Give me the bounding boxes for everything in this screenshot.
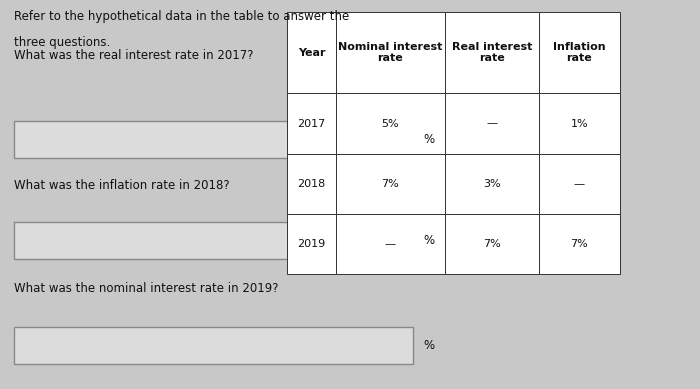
FancyBboxPatch shape <box>14 222 413 259</box>
FancyBboxPatch shape <box>336 93 444 154</box>
FancyBboxPatch shape <box>444 12 539 93</box>
Text: 1%: 1% <box>570 119 588 128</box>
FancyBboxPatch shape <box>444 154 539 214</box>
FancyBboxPatch shape <box>539 93 620 154</box>
Text: Refer to the hypothetical data in the table to answer the: Refer to the hypothetical data in the ta… <box>14 10 349 23</box>
Text: 2017: 2017 <box>298 119 326 128</box>
Text: What was the nominal interest rate in 2019?: What was the nominal interest rate in 20… <box>14 282 279 295</box>
FancyBboxPatch shape <box>287 12 336 93</box>
FancyBboxPatch shape <box>539 154 620 214</box>
Text: three questions.: three questions. <box>14 36 111 49</box>
Text: 7%: 7% <box>570 239 588 249</box>
Text: Year: Year <box>298 47 326 58</box>
Text: 7%: 7% <box>483 239 500 249</box>
FancyBboxPatch shape <box>444 214 539 274</box>
Text: 5%: 5% <box>382 119 399 128</box>
Text: 3%: 3% <box>483 179 500 189</box>
FancyBboxPatch shape <box>336 214 444 274</box>
FancyBboxPatch shape <box>287 214 336 274</box>
FancyBboxPatch shape <box>336 154 444 214</box>
Text: %: % <box>424 133 435 145</box>
Text: Real interest
rate: Real interest rate <box>452 42 532 63</box>
FancyBboxPatch shape <box>444 93 539 154</box>
Text: What was the inflation rate in 2018?: What was the inflation rate in 2018? <box>14 179 230 192</box>
FancyBboxPatch shape <box>336 12 444 93</box>
Text: %: % <box>424 234 435 247</box>
Text: Inflation
rate: Inflation rate <box>553 42 606 63</box>
FancyBboxPatch shape <box>287 93 336 154</box>
FancyBboxPatch shape <box>14 121 413 158</box>
Text: Nominal interest
rate: Nominal interest rate <box>338 42 442 63</box>
Text: —: — <box>385 239 396 249</box>
Text: %: % <box>424 339 435 352</box>
FancyBboxPatch shape <box>539 12 620 93</box>
Text: 2018: 2018 <box>298 179 326 189</box>
Text: —: — <box>574 179 584 189</box>
Text: 2019: 2019 <box>298 239 326 249</box>
FancyBboxPatch shape <box>287 154 336 214</box>
FancyBboxPatch shape <box>14 327 413 364</box>
Text: What was the real interest rate in 2017?: What was the real interest rate in 2017? <box>14 49 253 61</box>
FancyBboxPatch shape <box>539 214 620 274</box>
Text: 7%: 7% <box>382 179 399 189</box>
Text: —: — <box>486 119 497 128</box>
